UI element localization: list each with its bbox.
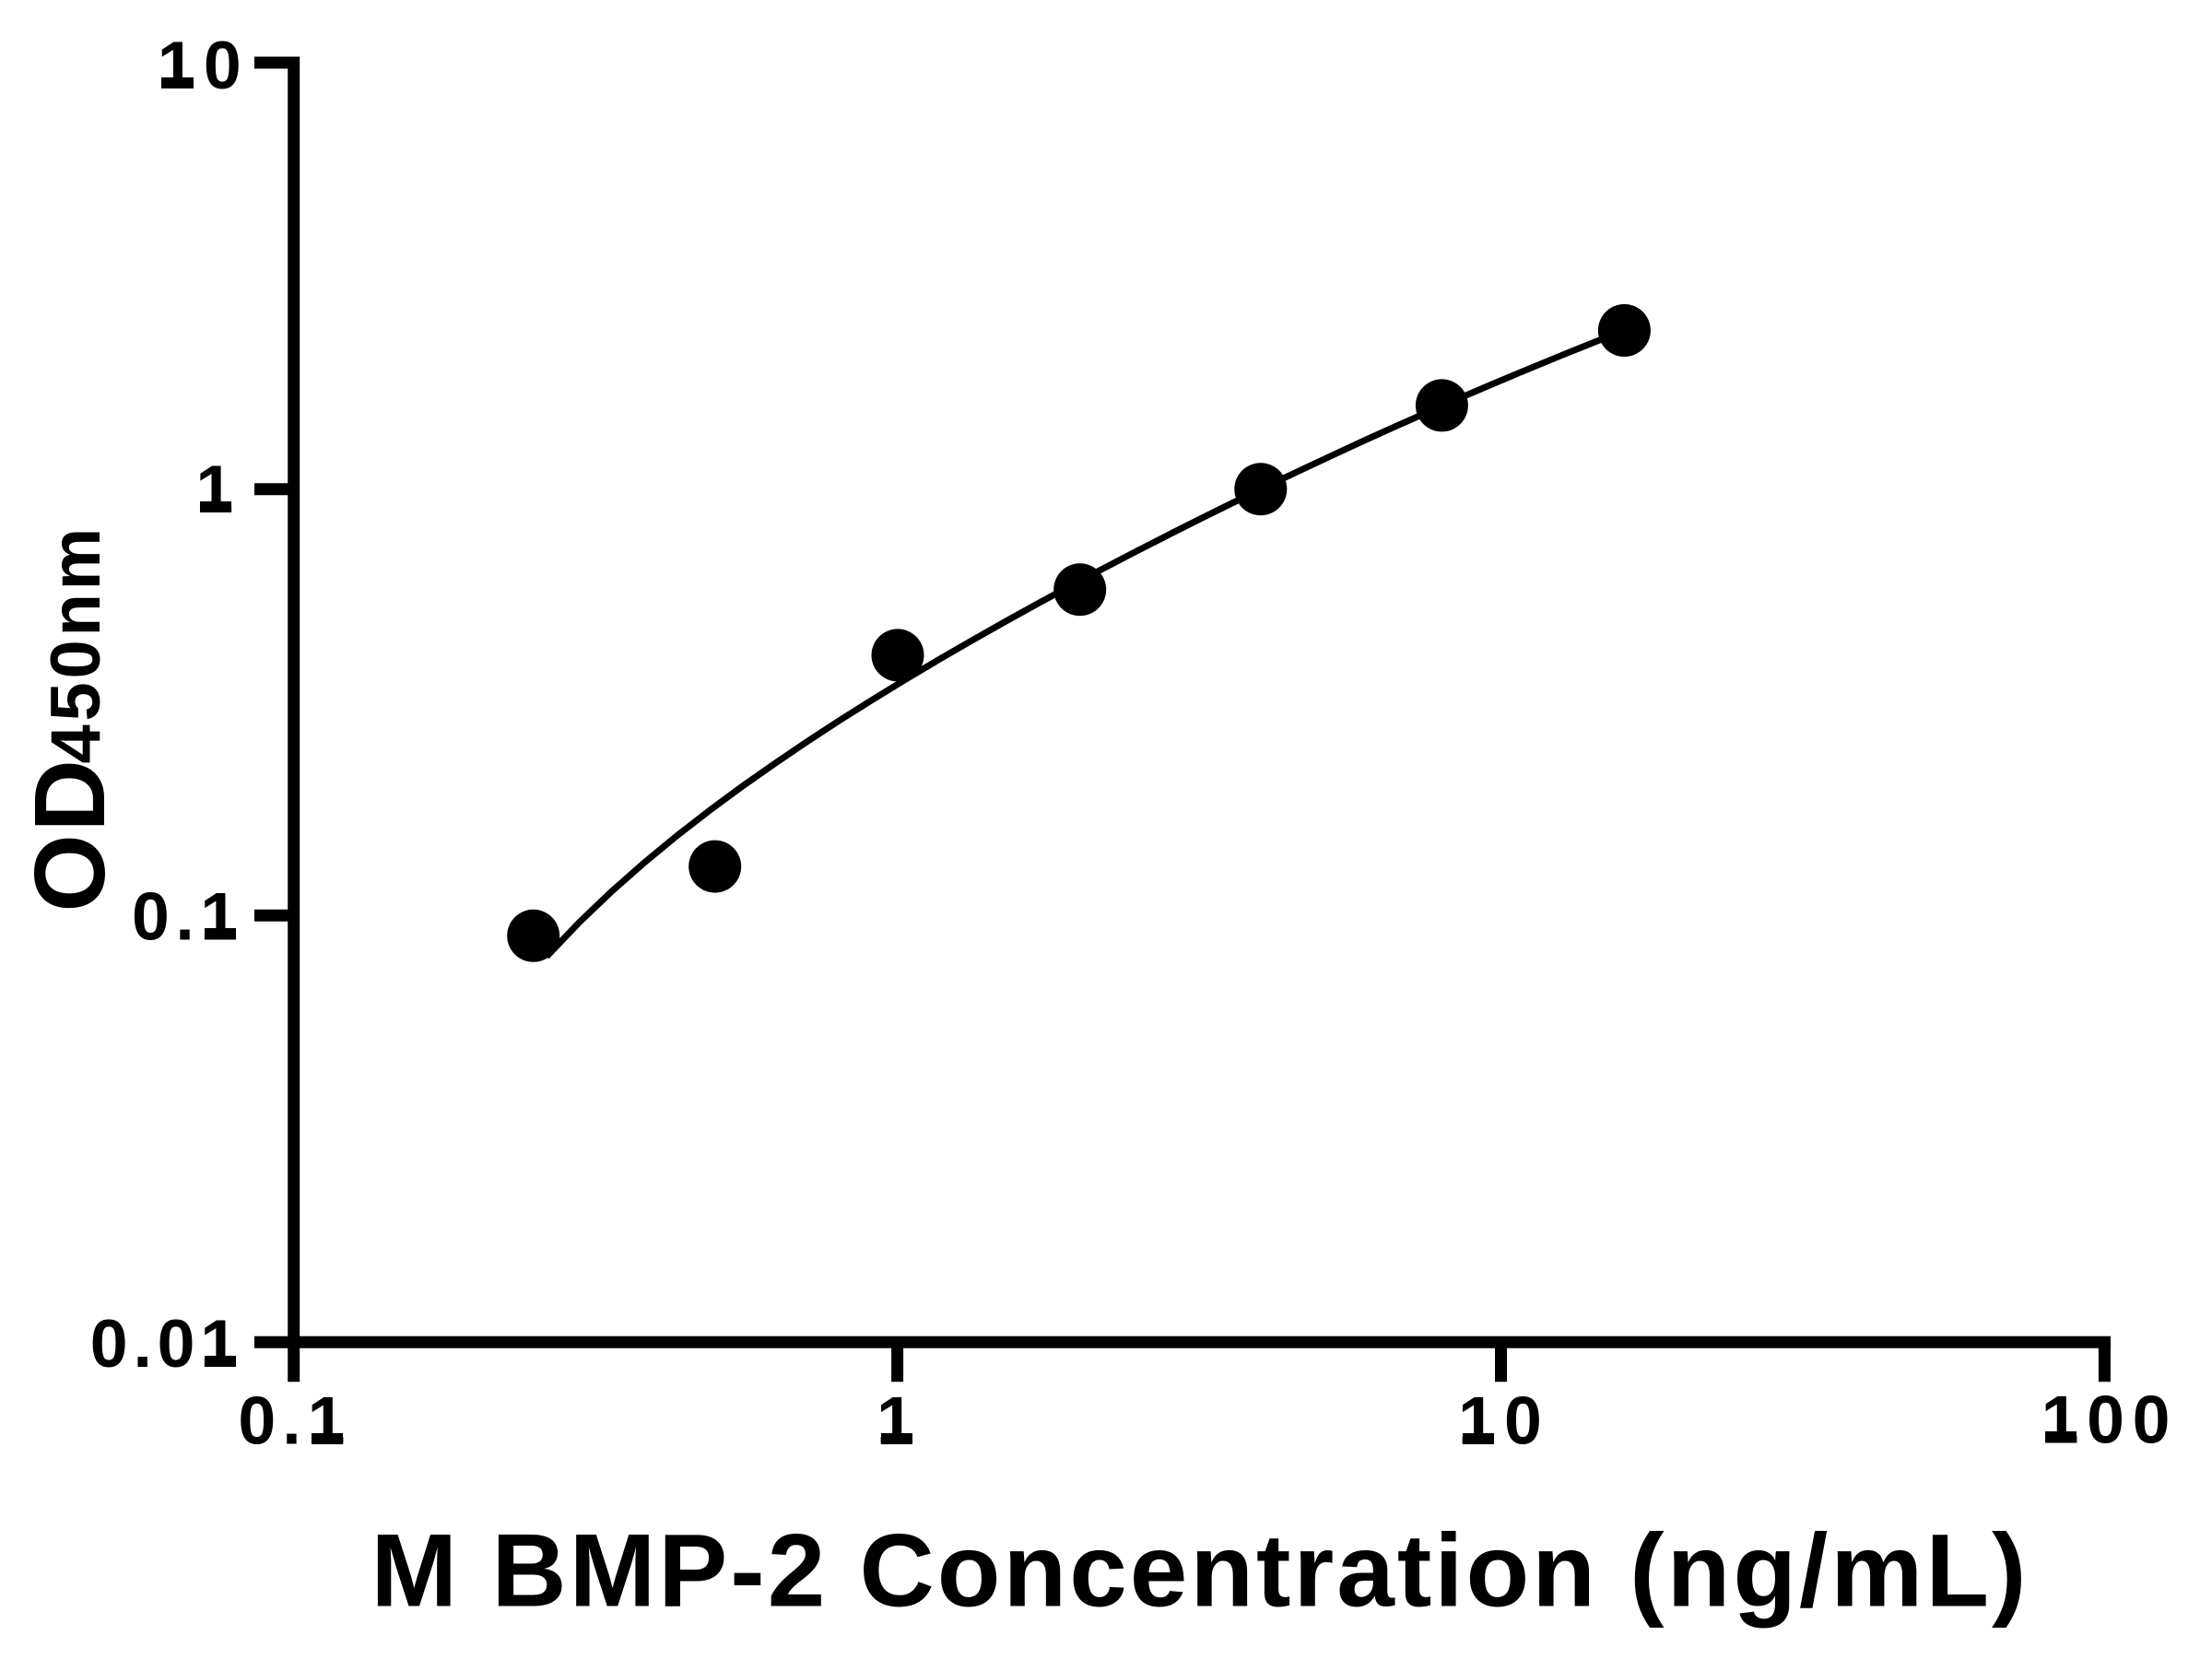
svg-text:10: 10 [1458, 1383, 1550, 1459]
svg-text:M BMP-2 Concentration (ng/mL): M BMP-2 Concentration (ng/mL) [371, 1512, 2029, 1629]
svg-text:0.1: 0.1 [132, 878, 244, 954]
svg-text:0.1: 0.1 [238, 1383, 351, 1459]
svg-text:100: 100 [2041, 1382, 2179, 1457]
svg-text:10: 10 [158, 28, 250, 103]
svg-text:1: 1 [877, 1383, 914, 1459]
svg-text:0.01: 0.01 [90, 1306, 243, 1382]
svg-text:OD450nm: OD450nm [15, 524, 126, 912]
svg-text:1: 1 [195, 452, 233, 527]
